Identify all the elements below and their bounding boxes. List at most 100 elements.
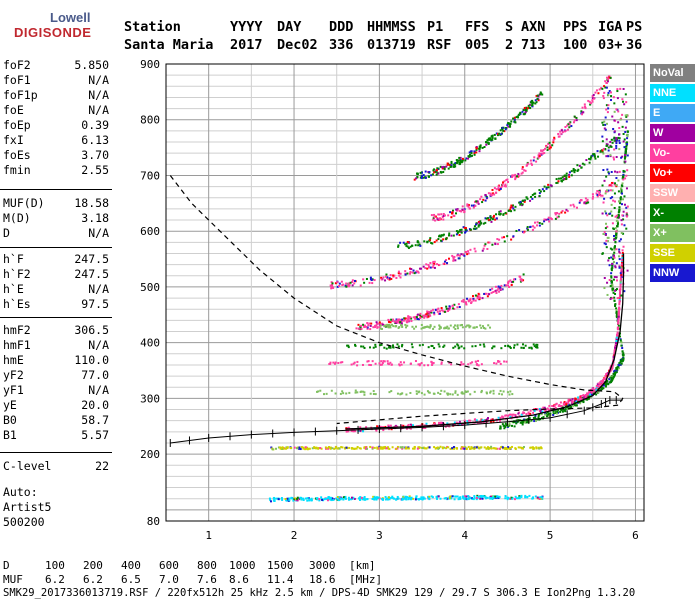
echo-point: [403, 317, 406, 320]
echo-point: [557, 405, 560, 408]
echo-point: [621, 353, 624, 356]
echo-point: [467, 300, 470, 303]
echo-point: [509, 122, 512, 125]
echo-point: [388, 278, 391, 281]
echo-point: [449, 447, 452, 450]
echo-point: [406, 424, 409, 427]
echo-point: [606, 236, 609, 239]
echo-point: [467, 204, 470, 207]
echo-point: [480, 391, 483, 394]
echo-point: [320, 447, 323, 450]
echo-point: [475, 147, 478, 150]
echo-point: [308, 447, 311, 450]
echo-point: [432, 361, 435, 364]
echo-point: [527, 412, 530, 415]
echo-point: [388, 498, 391, 501]
echo-point: [475, 145, 478, 148]
echo-point: [612, 199, 615, 202]
echo-point: [613, 200, 616, 203]
param-separator: [0, 452, 112, 453]
echo-point: [317, 390, 320, 393]
param-name: M(D): [3, 211, 31, 225]
echo-point: [358, 497, 361, 500]
echo-point: [504, 211, 507, 214]
echo-point: [587, 397, 590, 400]
echo-point: [531, 103, 534, 106]
echo-point: [514, 173, 517, 176]
echo-point: [411, 244, 414, 247]
echo-point: [533, 345, 536, 348]
echo-point: [459, 156, 462, 159]
echo-point: [601, 121, 604, 124]
echo-point: [511, 393, 514, 396]
echo-point: [302, 447, 305, 450]
echo-point: [562, 178, 565, 181]
echo-point: [611, 297, 614, 300]
echo-point: [485, 143, 488, 146]
echo-point: [499, 416, 502, 419]
logo-line1: Lowell: [50, 10, 91, 25]
echo-point: [552, 412, 555, 415]
echo-point: [571, 401, 574, 404]
echo-point: [479, 198, 482, 201]
echo-point: [612, 256, 615, 259]
echo-point: [625, 212, 628, 215]
echo-point: [608, 381, 611, 384]
echo-point: [442, 218, 445, 221]
echo-point: [482, 247, 485, 250]
echo-point: [567, 400, 570, 403]
echo-point: [452, 234, 455, 237]
legend-item: SSE: [650, 244, 695, 262]
echo-point: [548, 220, 551, 223]
echo-point: [399, 361, 402, 364]
echo-point: [414, 244, 417, 247]
echo-point: [446, 422, 449, 425]
echo-point: [442, 233, 445, 236]
echo-point: [418, 446, 421, 449]
echo-point: [622, 100, 625, 103]
echo-point: [424, 267, 427, 270]
echo-point: [505, 424, 508, 427]
echo-point: [327, 497, 330, 500]
echo-point: [610, 183, 613, 186]
echo-point: [465, 447, 468, 450]
echo-point: [511, 204, 514, 207]
echo-point: [514, 178, 517, 181]
echo-point: [507, 125, 510, 128]
echo-point: [421, 315, 424, 318]
echo-point: [615, 214, 618, 217]
echo-point: [613, 130, 616, 133]
echo-point: [419, 363, 422, 366]
echo-point: [462, 208, 465, 211]
echo-point: [565, 172, 568, 175]
echo-point: [468, 207, 471, 210]
echo-point: [470, 152, 473, 155]
echo-point: [495, 419, 498, 422]
param-value: 306.5: [74, 323, 109, 337]
echo-point: [378, 321, 381, 324]
echo-point: [619, 363, 622, 366]
echo-point: [618, 137, 621, 140]
echo-point: [438, 217, 441, 220]
header-value-8: 713: [521, 37, 546, 53]
echo-point: [418, 243, 421, 246]
echo-point: [547, 413, 550, 416]
echo-point: [614, 236, 617, 239]
echo-point: [620, 294, 623, 297]
echo-point: [523, 113, 526, 116]
echo-point: [619, 278, 622, 281]
echo-point: [376, 326, 379, 329]
echo-point: [490, 447, 493, 450]
echo-point: [583, 103, 586, 106]
echo-point: [520, 346, 523, 349]
echo-point: [449, 211, 452, 214]
echo-point: [619, 285, 622, 288]
echo-point: [609, 247, 612, 250]
echo-point: [338, 447, 341, 450]
echo-point: [466, 420, 469, 423]
echo-point: [620, 192, 623, 195]
echo-point: [605, 108, 608, 111]
echo-point: [620, 203, 623, 206]
echo-point: [437, 238, 440, 241]
echo-point: [529, 446, 532, 449]
